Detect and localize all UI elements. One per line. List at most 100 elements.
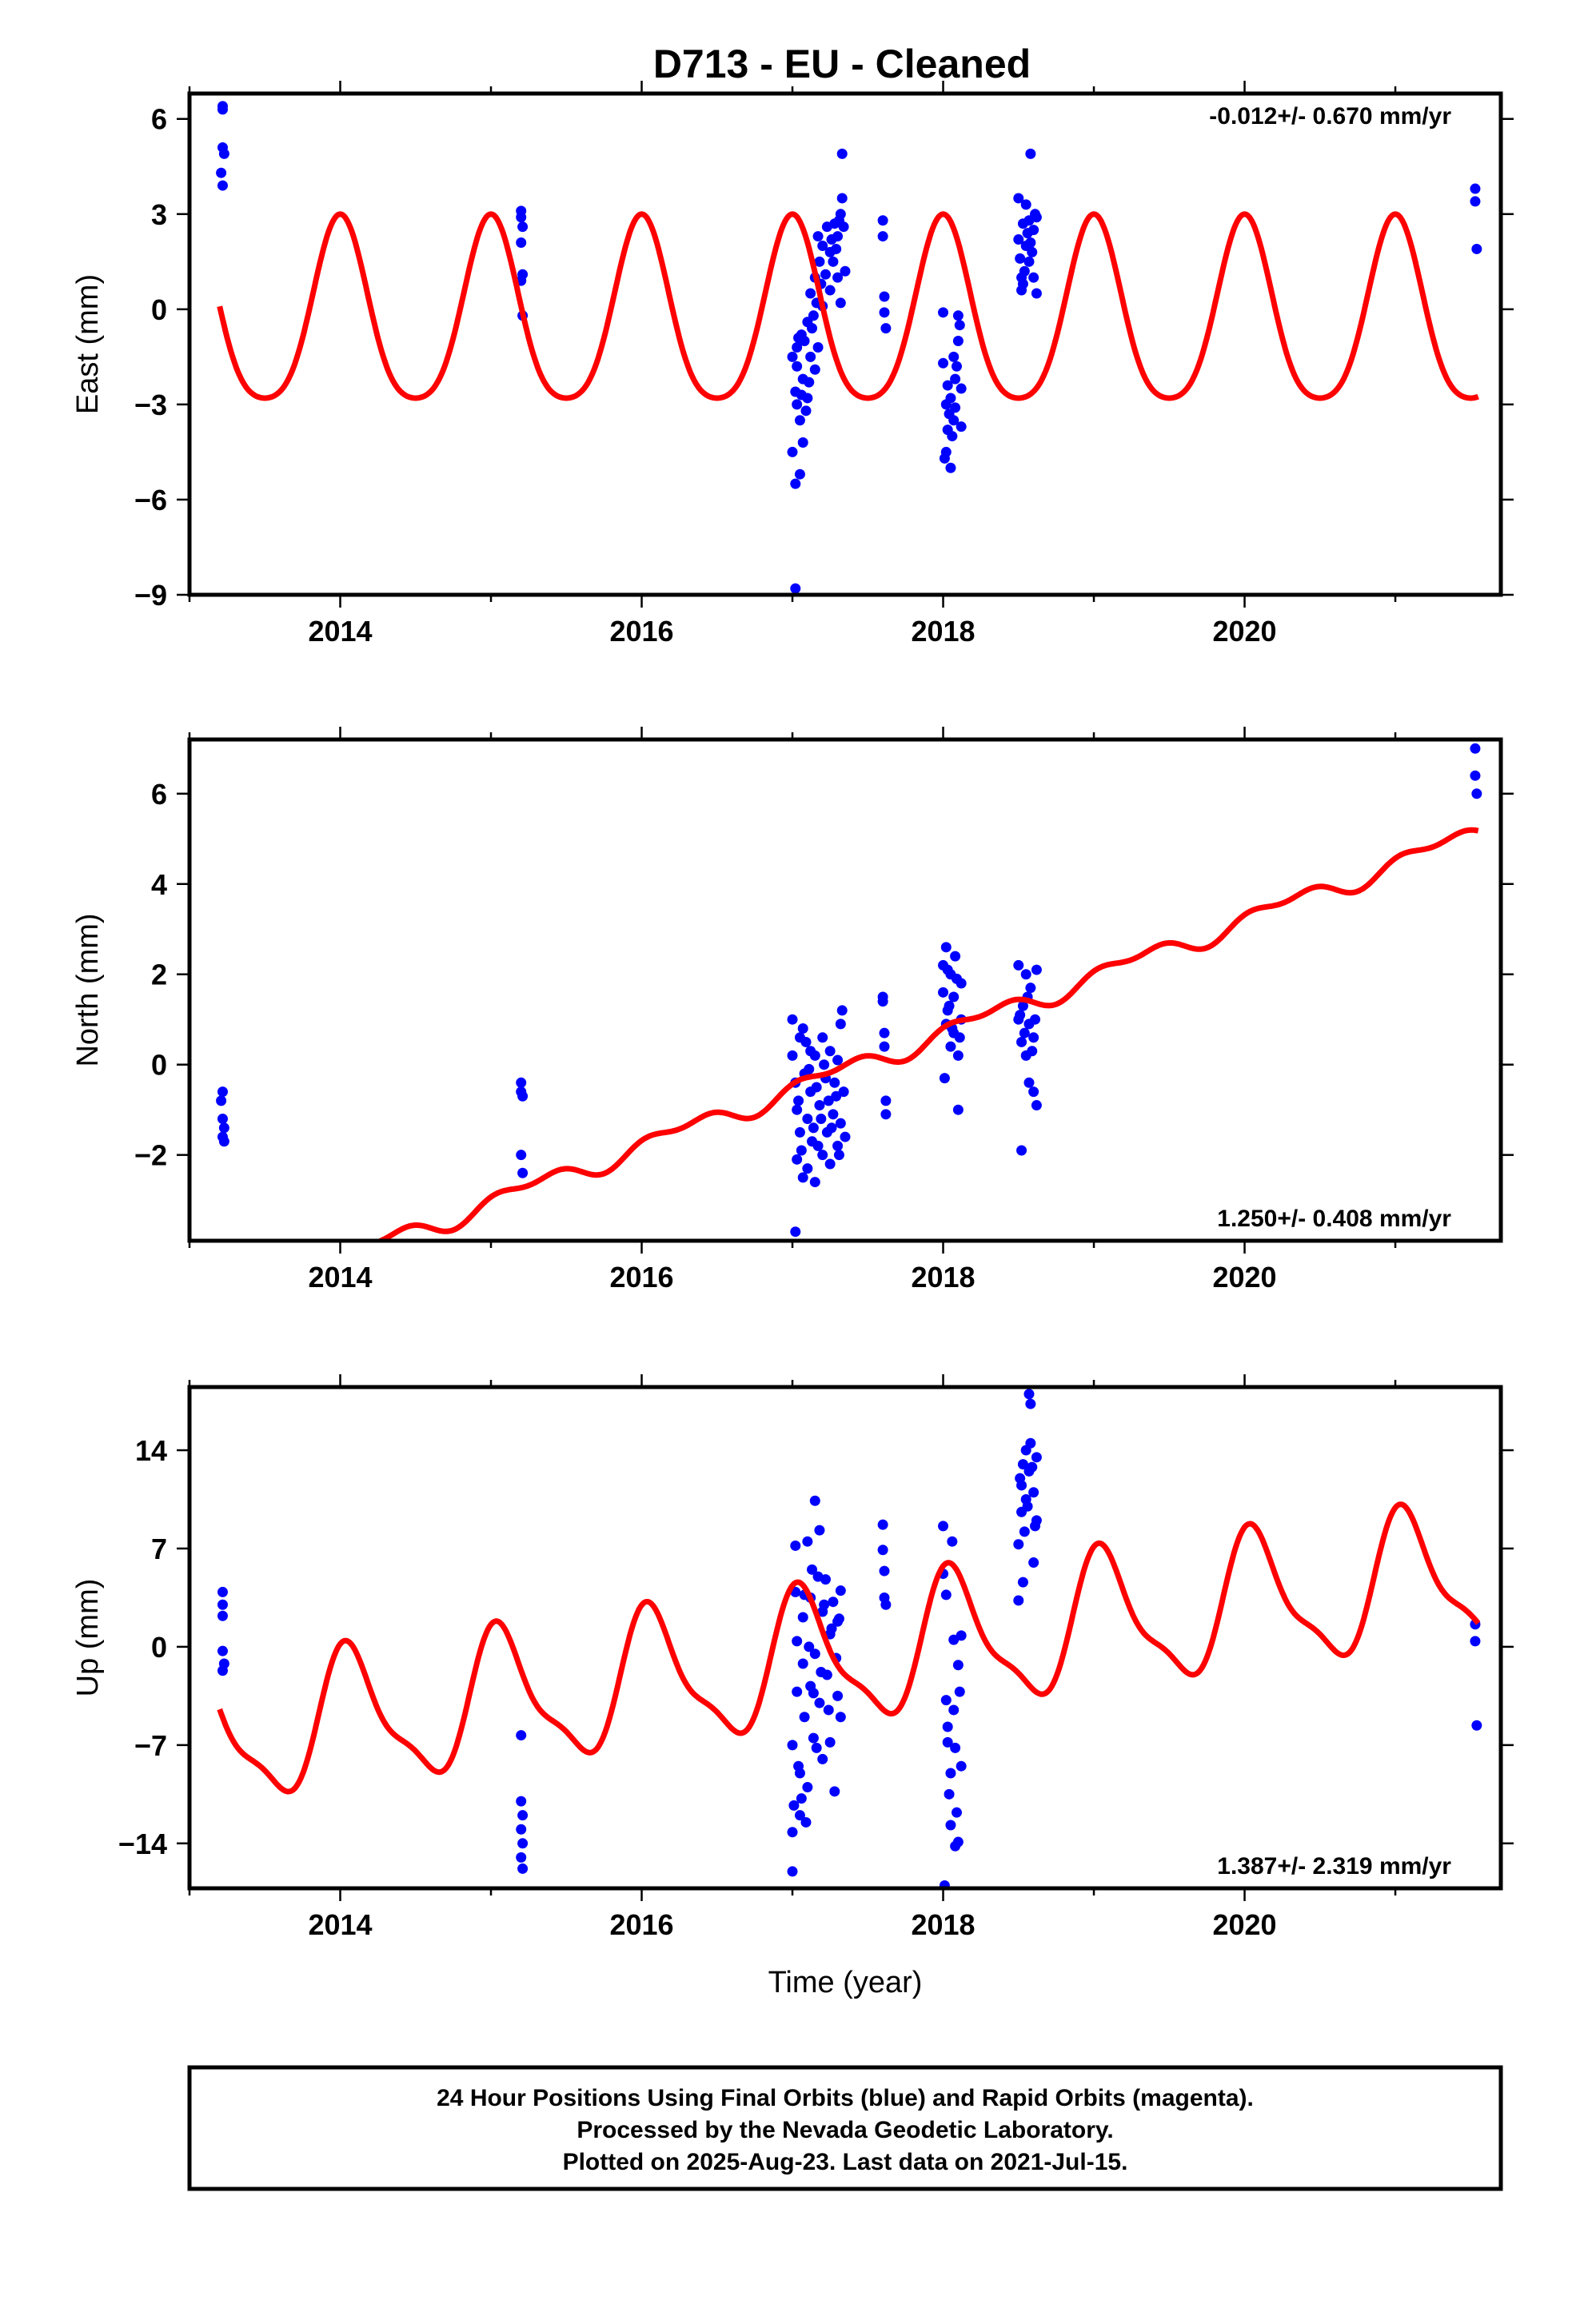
data-point — [877, 231, 888, 242]
data-point — [951, 973, 962, 984]
data-point — [832, 272, 844, 283]
x-tick-label: 2014 — [308, 1261, 372, 1294]
data-point — [792, 1154, 803, 1165]
data-point — [829, 1077, 840, 1088]
data-point — [820, 269, 831, 280]
data-point — [835, 1018, 846, 1030]
y-tick-label: 0 — [151, 1631, 167, 1664]
data-point — [950, 951, 961, 962]
data-point — [807, 1136, 818, 1147]
data-point — [218, 148, 229, 159]
data-point — [217, 1586, 228, 1597]
data-point — [517, 221, 529, 233]
data-point — [940, 1695, 952, 1706]
data-point — [940, 942, 952, 953]
data-point — [1470, 1636, 1481, 1647]
y-tick-label: 6 — [151, 103, 167, 136]
model-curve — [373, 827, 1480, 1241]
data-point — [808, 310, 819, 321]
data-point — [877, 1519, 888, 1530]
data-point — [812, 341, 824, 353]
data-point — [1025, 1398, 1036, 1409]
data-point — [1025, 1437, 1036, 1449]
data-point — [1017, 278, 1028, 289]
chart-title: D713 - EU - Cleaned — [653, 42, 1031, 86]
data-point — [787, 351, 798, 362]
data-point — [952, 1660, 964, 1671]
data-point — [824, 1736, 836, 1748]
data-point — [828, 256, 839, 267]
data-point — [948, 991, 960, 1003]
data-point — [838, 1086, 849, 1098]
data-point — [1015, 1010, 1026, 1021]
data-point — [516, 1150, 527, 1161]
data-point — [880, 1599, 892, 1610]
data-point — [802, 1163, 813, 1174]
y-axis-label: East (mm) — [71, 274, 105, 414]
data-point — [819, 1599, 830, 1610]
data-point — [823, 1704, 834, 1716]
data-point — [939, 452, 950, 464]
data-point — [814, 256, 825, 267]
data-point — [956, 1760, 967, 1772]
data-point — [516, 1730, 527, 1741]
footer-frame — [187, 2065, 1503, 2191]
data-point — [944, 1000, 955, 1011]
y-axis-label: North (mm) — [71, 913, 105, 1066]
data-point — [942, 1721, 953, 1732]
data-point — [1013, 1539, 1024, 1550]
data-point — [792, 399, 803, 410]
data-point — [807, 323, 818, 334]
footer-box: 24 Hour Positions Using Final Orbits (bl… — [187, 2065, 1503, 2191]
data-point — [945, 1768, 956, 1779]
data-points — [216, 743, 1482, 1238]
data-point — [517, 1863, 529, 1874]
data-point — [829, 1786, 840, 1797]
data-point — [1013, 193, 1024, 204]
y-tick-label: −9 — [134, 579, 167, 612]
data-point — [823, 1095, 834, 1106]
data-point — [516, 1796, 527, 1807]
data-point — [826, 234, 837, 245]
data-point — [1013, 959, 1024, 971]
data-point — [1028, 272, 1039, 283]
data-point — [1025, 983, 1036, 994]
data-point — [816, 1667, 827, 1678]
data-point — [824, 1158, 836, 1170]
data-point — [879, 307, 890, 318]
data-point — [832, 1054, 844, 1066]
x-tick-label: 2016 — [609, 1908, 673, 1941]
y-tick-label: 7 — [151, 1533, 167, 1565]
data-point — [1028, 1032, 1039, 1043]
data-point — [947, 1536, 958, 1547]
data-point — [1471, 1720, 1482, 1731]
data-point — [805, 288, 816, 299]
data-point — [879, 1565, 890, 1577]
data-point — [812, 231, 824, 242]
data-point — [1015, 1473, 1026, 1484]
data-point — [938, 1521, 949, 1532]
data-point — [820, 1574, 831, 1585]
data-point — [797, 437, 808, 448]
data-point — [794, 415, 805, 426]
data-point — [944, 1788, 955, 1800]
data-point — [1031, 964, 1042, 975]
data-point — [945, 393, 956, 404]
data-point — [787, 1866, 798, 1877]
data-point — [833, 215, 844, 226]
data-point — [1031, 288, 1042, 299]
data-point — [1013, 234, 1024, 245]
footer-line-2: Processed by the Nevada Geodetic Laborat… — [577, 2117, 1113, 2143]
data-point — [1022, 1501, 1033, 1512]
data-point — [942, 964, 953, 975]
y-tick-label: −14 — [118, 1828, 167, 1860]
data-point — [804, 377, 815, 388]
x-tick-label: 2014 — [308, 615, 372, 648]
data-point — [832, 1140, 844, 1151]
data-point — [1019, 1526, 1030, 1537]
data-point — [796, 1793, 807, 1804]
panel-up: 2014 2016 2018 2020 14 7 0 −7 −14 Up (mm) Time (ye… — [71, 1374, 1514, 1999]
data-point — [950, 1840, 961, 1852]
